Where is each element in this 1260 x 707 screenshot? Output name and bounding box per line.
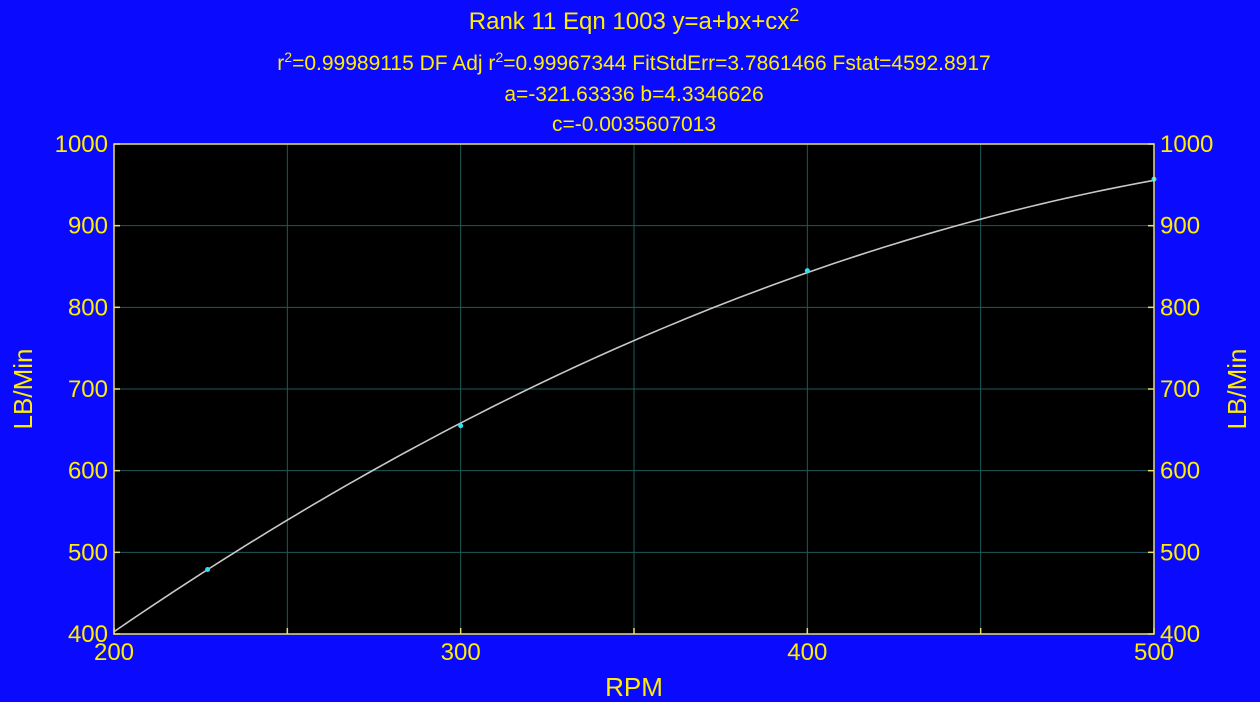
chart-title: Rank 11 Eqn 1003 y=a+bx+cx2	[469, 5, 799, 35]
fit-stats: r2=0.99989115 DF Adj r2=0.99967344 FitSt…	[277, 49, 990, 75]
y-tick-label-left: 800	[68, 294, 108, 321]
y-tick-label-left: 700	[68, 376, 108, 403]
grid-lines	[114, 144, 1154, 634]
data-points-layer	[205, 176, 1157, 572]
x-tick-label: 400	[787, 639, 827, 666]
y-tick-label-left: 900	[68, 213, 108, 240]
y-tick-label-left: 500	[68, 539, 108, 566]
fit-curve-layer	[113, 179, 1155, 633]
y-tick-label-left: 1000	[55, 131, 108, 158]
y-tick-label-left: 600	[68, 458, 108, 485]
y-tick-label-right: 500	[1160, 539, 1200, 566]
tick-marks	[113, 143, 1155, 635]
fit-curve	[113, 179, 1155, 633]
x-tick-label: 500	[1134, 639, 1174, 666]
x-axis-label: RPM	[605, 672, 663, 702]
title-exponent: 2	[789, 5, 799, 25]
data-point	[804, 268, 810, 274]
y-tick-label-right: 900	[1160, 213, 1200, 240]
coefficients-line-1: a=-321.63336 b=4.3346626	[504, 83, 763, 106]
y-tick-labels: 400 400 500 500 600 600 700 700 800 800 900 900 1000…	[55, 131, 1214, 648]
stats-r2-exp: 2	[284, 49, 292, 65]
y-tick-label-right: 400	[1160, 621, 1200, 648]
stats-adj-value: =0.99967344 FitStdErr=3.7861466 Fstat=45…	[503, 52, 990, 75]
stats-adj-exp: 2	[495, 49, 503, 65]
x-tick-labels: 200 300 400 500	[94, 639, 1174, 666]
y-tick-label-right: 800	[1160, 294, 1200, 321]
title-main: Rank 11 Eqn 1003 y=a+bx+cx	[469, 8, 789, 35]
stats-r2-label: r	[277, 52, 284, 75]
x-tick-label: 300	[441, 639, 481, 666]
y-tick-label-left: 400	[68, 621, 108, 648]
coefficients-line-2: c=-0.0035607013	[552, 113, 716, 136]
data-point	[458, 423, 464, 429]
y-axis-label-left: LB/Min	[8, 349, 38, 430]
y-axis-label-right: LB/Min	[1222, 349, 1252, 430]
y-tick-label-right: 600	[1160, 458, 1200, 485]
x-tick-label: 200	[94, 639, 134, 666]
y-tick-label-right: 1000	[1160, 131, 1213, 158]
data-point	[205, 566, 211, 572]
y-tick-label-right: 700	[1160, 376, 1200, 403]
stats-r2-value: =0.99989115 DF Adj r	[292, 52, 495, 75]
